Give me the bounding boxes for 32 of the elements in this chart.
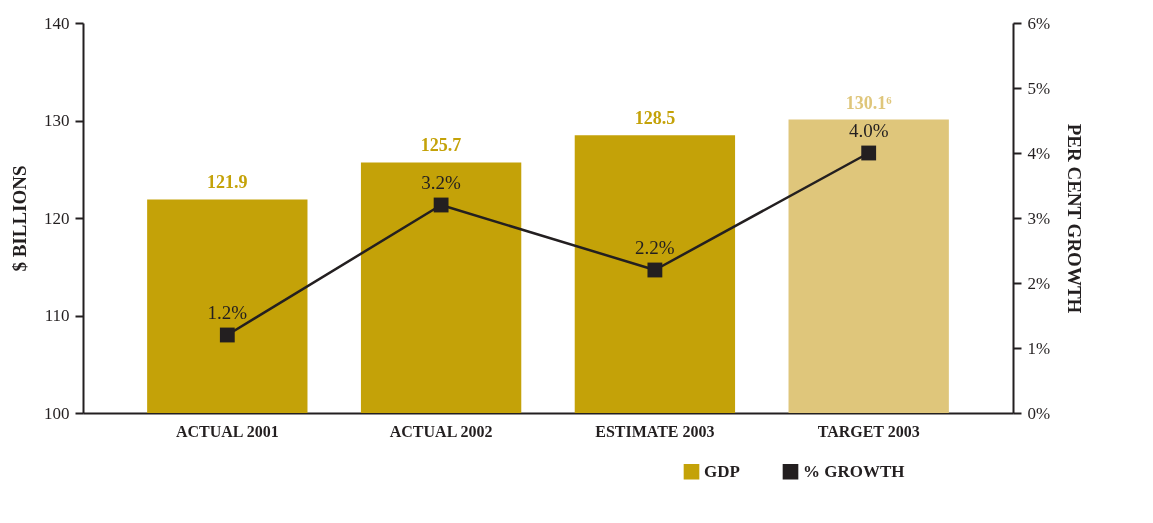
legend-label: % GROWTH xyxy=(803,461,905,481)
x-tick-label: ACTUAL 2002 xyxy=(389,422,493,440)
x-tick-label: ACTUAL 2001 xyxy=(175,422,279,440)
data-label: 1.2% xyxy=(207,302,248,323)
data-label: 4.0% xyxy=(848,120,889,141)
point xyxy=(219,327,235,343)
y2-tick-label: 1% xyxy=(1027,338,1051,358)
y-tick-label: 140 xyxy=(44,13,70,33)
y-tick-label: 130 xyxy=(44,111,70,130)
y2-tick-label: 3% xyxy=(1027,208,1051,228)
point xyxy=(433,197,449,213)
point xyxy=(647,262,663,278)
y2-tick-label: 0% xyxy=(1027,403,1051,423)
y2-tick-label: 4% xyxy=(1027,143,1051,163)
y-axis-title: $ BILLIONS xyxy=(9,165,30,272)
data-label: 130.1⁶ xyxy=(845,92,893,113)
data-label: 121.9 xyxy=(207,172,248,193)
data-label: 3.2% xyxy=(421,172,462,193)
y2-tick-label: 6% xyxy=(1027,13,1051,33)
x-tick-label: ESTIMATE 2003 xyxy=(595,422,715,440)
legend-label: GDP xyxy=(704,461,740,481)
data-label: 128.5 xyxy=(634,108,676,129)
y-tick-label: 100 xyxy=(44,403,70,423)
point xyxy=(861,145,877,161)
data-label: 125.7 xyxy=(420,135,462,156)
data-label: 2.2% xyxy=(635,237,675,258)
y-tick-label: 110 xyxy=(44,306,70,325)
y-tick-label: 120 xyxy=(44,208,70,228)
y2-tick-label: 2% xyxy=(1027,273,1051,293)
y2-tick-label: 5% xyxy=(1027,78,1051,98)
x-tick-label: TARGET 2003 xyxy=(817,422,920,440)
y2-axis-title: PER CENT GROWTH xyxy=(1064,123,1086,314)
